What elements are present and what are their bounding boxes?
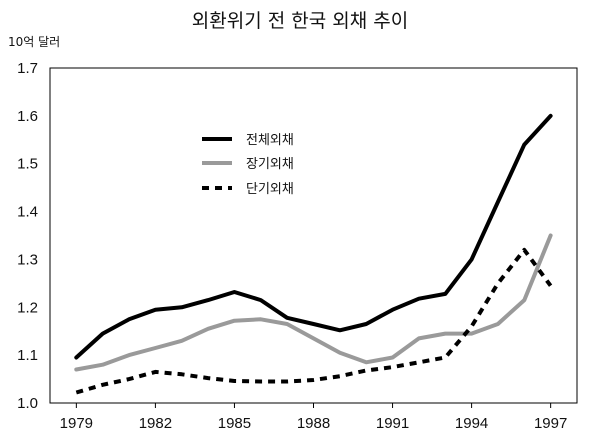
x-axis-ticks: 1979 1982 1985 1988 1991 1994 1997	[60, 403, 567, 432]
y-tick-label: 1.4	[17, 204, 38, 221]
x-tick-label: 1982	[139, 415, 172, 432]
y-tick-label: 1.6	[17, 108, 38, 125]
series-lines	[74, 113, 553, 395]
legend-label: 전체외채	[246, 133, 294, 148]
y-tick-label: 1.7	[17, 60, 38, 77]
y-axis-unit-label: 10억 달러	[8, 35, 60, 49]
y-tick-label: 1.3	[17, 251, 38, 268]
x-tick-label: 1991	[376, 415, 409, 432]
x-tick-label: 1994	[455, 415, 488, 432]
y-tick-label: 1.0	[17, 395, 38, 412]
series-line-1	[74, 233, 553, 372]
chart-title: 외환위기 전 한국 외채 추이	[192, 10, 408, 32]
plot-frame	[49, 67, 578, 404]
series-line-0	[74, 113, 553, 360]
y-axis-ticks: 1.0 1.1 1.2 1.3 1.4 1.5 1.6 1.7	[17, 60, 38, 412]
legend-label: 단기외채	[246, 182, 294, 197]
y-tick-label: 1.5	[17, 156, 38, 173]
x-tick-label: 1979	[60, 415, 93, 432]
y-tick-label: 1.2	[17, 299, 38, 316]
x-tick-label: 1997	[534, 415, 567, 432]
y-tick-label: 1.1	[17, 347, 38, 364]
legend-label: 장기외채	[246, 157, 294, 172]
series-line-2	[75, 247, 553, 395]
x-tick-label: 1985	[218, 415, 251, 432]
x-tick-label: 1988	[297, 415, 330, 432]
